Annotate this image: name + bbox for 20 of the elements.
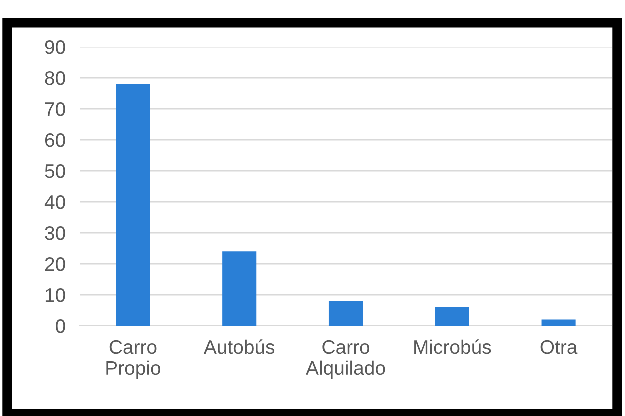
bar: [222, 252, 257, 326]
y-tick-label: 20: [45, 257, 66, 272]
x-tick-label: Otra: [540, 340, 578, 354]
y-tick-label: 60: [45, 133, 66, 148]
y-tick-label: 0: [56, 319, 66, 334]
x-tick-label: Autobús: [204, 340, 275, 354]
y-tick-label: 50: [45, 164, 66, 178]
bar: [116, 84, 150, 326]
y-tick-label: 10: [46, 288, 66, 302]
bar: [542, 320, 576, 326]
bar: [435, 307, 470, 326]
y-tick-label: 30: [45, 226, 66, 240]
y-tick-label: 90: [45, 40, 66, 54]
y-tick-label: 70: [45, 102, 66, 116]
x-tick-label: Microbús: [414, 340, 492, 354]
x-tick-label: Carro Alquilado: [306, 340, 386, 379]
y-tick-label: 40: [44, 195, 66, 210]
y-tick-label: 80: [45, 71, 66, 86]
bar: [328, 301, 364, 326]
x-tick-label: Carro Propio: [106, 340, 160, 379]
